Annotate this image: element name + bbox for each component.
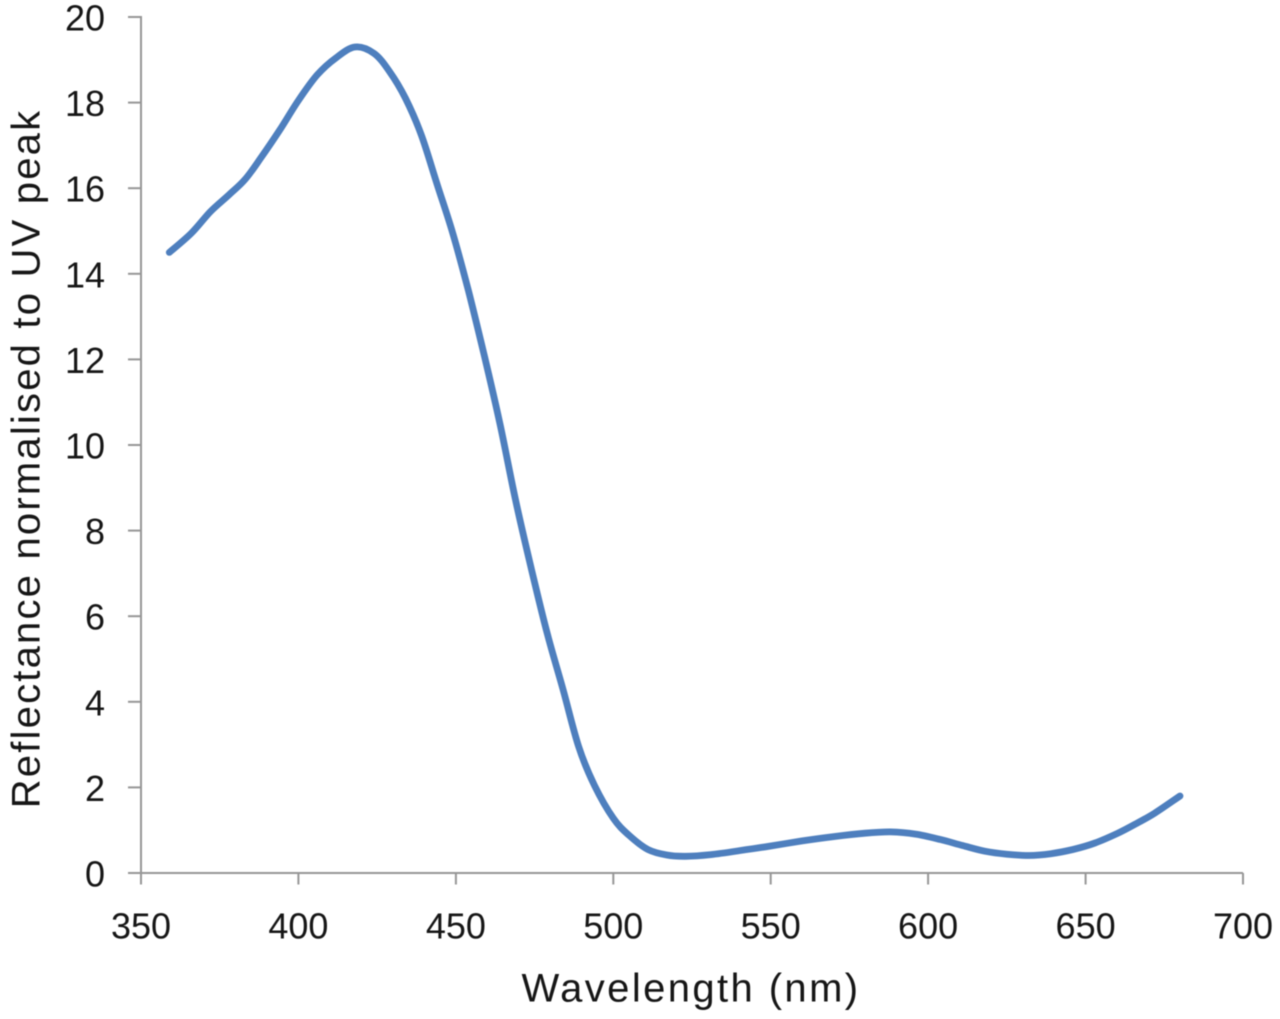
svg-text:650: 650 xyxy=(1056,906,1116,947)
svg-text:550: 550 xyxy=(741,906,801,947)
svg-text:0: 0 xyxy=(85,854,105,895)
svg-text:Reflectance normalised to UV p: Reflectance normalised to UV peak xyxy=(5,109,49,809)
svg-text:350: 350 xyxy=(111,906,171,947)
svg-text:Wavelength (nm): Wavelength (nm) xyxy=(521,967,860,1011)
svg-text:18: 18 xyxy=(65,83,105,124)
svg-text:4: 4 xyxy=(85,682,105,723)
svg-text:10: 10 xyxy=(65,426,105,467)
svg-text:600: 600 xyxy=(898,906,958,947)
svg-text:700: 700 xyxy=(1213,906,1273,947)
svg-text:20: 20 xyxy=(65,0,105,39)
svg-text:450: 450 xyxy=(426,906,486,947)
svg-text:400: 400 xyxy=(268,906,328,947)
svg-text:2: 2 xyxy=(85,768,105,809)
svg-text:14: 14 xyxy=(65,254,105,295)
svg-text:16: 16 xyxy=(65,169,105,210)
svg-text:12: 12 xyxy=(65,340,105,381)
svg-text:8: 8 xyxy=(85,511,105,552)
svg-text:6: 6 xyxy=(85,597,105,638)
svg-text:500: 500 xyxy=(583,906,643,947)
